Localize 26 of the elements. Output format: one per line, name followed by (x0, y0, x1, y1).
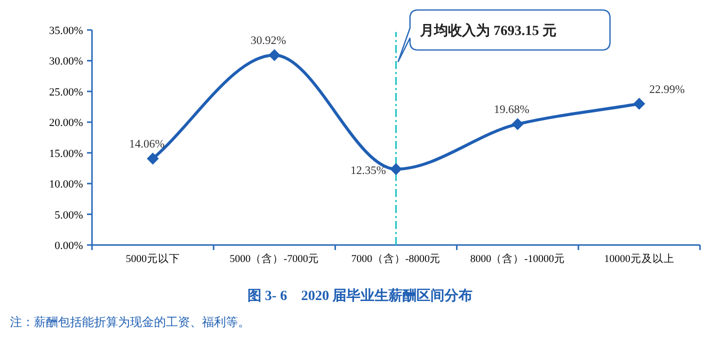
text: 注：薪酬包括能折算为现金的工资、福利等。 (10, 315, 250, 329)
data-label: 12.35% (350, 165, 386, 178)
point (512, 118, 524, 130)
x-tick-label: 7000（含）-8000元 (351, 252, 441, 265)
y-tick-label: 25.00% (49, 86, 83, 98)
y-tick-label: 15.00% (49, 148, 83, 160)
point (146, 152, 159, 165)
ref-line-label: 月均收入为 7693.15 元 (419, 23, 556, 39)
x-tick-label: 8000（含）-10000元 (470, 252, 565, 265)
point (633, 98, 646, 110)
y-tick-label: 5.00% (54, 209, 83, 222)
x-tick-label: 5000元以下 (126, 252, 180, 265)
data-label: 30.92% (250, 35, 287, 48)
x-tick-label: 10000元及以上 (604, 252, 674, 265)
data-label: 14.06% (129, 138, 165, 151)
y-tick-label: 35.00% (49, 25, 83, 37)
point (390, 163, 402, 176)
data-label: 19.68% (494, 104, 530, 116)
x-tick-label: 5000（含）-7000元 (230, 252, 320, 265)
text: 图 3- 6 2020 届毕业生薪酬区间分布 (247, 288, 473, 304)
y-tick-label: 0.00% (54, 240, 83, 252)
y-tick-label: 10.00% (49, 178, 83, 191)
point (268, 49, 280, 62)
y-tick-label: 30.00% (49, 56, 83, 68)
y-tick-label: 20.00% (49, 117, 83, 130)
data-label: 22.99% (649, 84, 686, 96)
